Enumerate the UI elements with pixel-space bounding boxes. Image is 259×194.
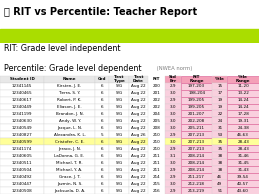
Bar (0, 29, 259, 43)
Bar (0, 0, 259, 28)
Text: Percentile: Grade level dependent: Percentile: Grade level dependent (4, 64, 141, 73)
Text: (NWEA norm): (NWEA norm) (155, 66, 193, 71)
Text: RIT: Grade level independent: RIT: Grade level independent (4, 44, 120, 53)
Text: 🔑 RIT vs Percentile: Teacher Report: 🔑 RIT vs Percentile: Teacher Report (4, 7, 197, 17)
